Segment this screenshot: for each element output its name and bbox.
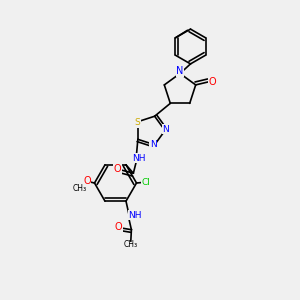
Text: O: O	[83, 176, 91, 186]
Text: O: O	[114, 164, 122, 174]
Text: N: N	[176, 66, 184, 76]
Text: O: O	[115, 222, 122, 232]
Text: CH₃: CH₃	[72, 184, 87, 193]
Text: NH: NH	[133, 154, 146, 163]
Text: S: S	[134, 118, 140, 127]
Text: N: N	[162, 124, 169, 134]
Text: O: O	[208, 77, 216, 87]
Text: CH₃: CH₃	[124, 240, 138, 249]
Text: Cl: Cl	[141, 178, 150, 187]
Text: NH: NH	[128, 211, 142, 220]
Text: N: N	[150, 140, 157, 149]
